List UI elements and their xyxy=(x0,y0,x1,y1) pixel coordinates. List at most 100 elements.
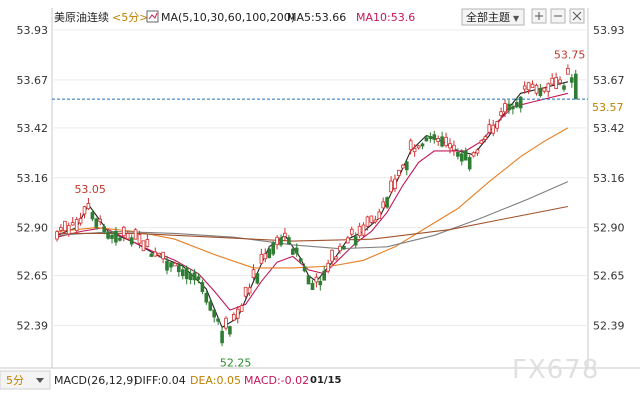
y-tick-label-right: 52.65 xyxy=(593,270,625,283)
candle-body xyxy=(550,77,554,85)
candle-body xyxy=(491,124,495,134)
candle-body xyxy=(239,305,244,312)
candle-body xyxy=(290,248,295,255)
period-select-label: 5分 xyxy=(6,374,24,387)
candle-body xyxy=(263,253,268,260)
period-select[interactable]: 5分 xyxy=(0,370,51,390)
candle-body xyxy=(122,226,126,237)
candle-body xyxy=(106,231,110,239)
candle-body xyxy=(534,84,539,94)
y-tick-label-left: 52.65 xyxy=(17,270,49,283)
zoom-out-button[interactable] xyxy=(550,8,566,24)
candle-body xyxy=(192,272,197,281)
candle-body xyxy=(259,253,264,264)
y-tick-label-left: 52.90 xyxy=(17,222,49,235)
candle-body xyxy=(55,231,59,240)
chart-header: 美原油连续 <5分> MA(5,10,30,60,100,200) MA5:53… xyxy=(54,10,415,24)
candle-body xyxy=(78,218,83,224)
candle-body xyxy=(495,121,499,129)
candle-body xyxy=(63,220,67,232)
candle-body xyxy=(169,262,173,268)
candle-body xyxy=(479,139,484,144)
candle-body xyxy=(157,252,162,256)
candle-body xyxy=(546,83,551,92)
candle-body xyxy=(570,77,574,83)
candle-body xyxy=(94,218,99,228)
candle-body xyxy=(526,82,531,91)
candle-body xyxy=(200,282,205,293)
candle-body xyxy=(349,228,354,235)
candle-body xyxy=(361,224,366,236)
candle-body xyxy=(267,248,271,259)
candle-body xyxy=(554,77,558,90)
candle-body xyxy=(416,145,421,149)
candle-body xyxy=(345,237,350,244)
candle-body xyxy=(118,237,122,241)
candle-body xyxy=(302,266,307,272)
candle-body xyxy=(129,237,134,245)
candle-body xyxy=(141,240,146,252)
candle-body xyxy=(467,157,472,170)
candle-body xyxy=(574,73,578,100)
y-tick-label-right: 53.67 xyxy=(593,74,625,87)
zoom-in-button[interactable] xyxy=(531,8,547,24)
candle-body xyxy=(161,251,165,260)
candle-body xyxy=(511,106,515,110)
candle-body xyxy=(235,308,240,319)
candle-body xyxy=(271,242,275,255)
candle-body xyxy=(330,249,334,262)
candle-body xyxy=(428,135,433,139)
candle-body xyxy=(145,239,150,247)
ma-indicator-icon[interactable] xyxy=(146,10,159,23)
ma-line-ma5 xyxy=(56,81,569,329)
candle-body xyxy=(110,234,114,239)
candle-body xyxy=(224,317,228,329)
candle-body xyxy=(220,330,224,344)
candle-body xyxy=(377,211,382,219)
candle-body xyxy=(102,226,107,233)
candle-body xyxy=(499,111,503,116)
candle-body xyxy=(436,137,440,142)
candle-body xyxy=(338,245,342,252)
overlays: 53.57 53.05 52.25 53.75 xyxy=(52,49,624,369)
candle-body xyxy=(86,202,91,210)
candle-body xyxy=(173,262,177,267)
candle-body xyxy=(326,262,330,272)
candle-body xyxy=(424,137,429,142)
candle-body xyxy=(228,326,232,335)
macd-dea: DEA:0.05 xyxy=(190,374,241,387)
candle-body xyxy=(196,276,201,280)
candle-body xyxy=(59,227,63,231)
candle-body xyxy=(298,258,303,262)
candle-body xyxy=(318,280,323,286)
y-tick-label-left: 53.67 xyxy=(17,74,49,87)
macd-diff: DIFF:0.04 xyxy=(134,374,186,387)
candle-body xyxy=(342,245,346,250)
candle-body xyxy=(231,313,236,321)
y-tick-label-left: 52.39 xyxy=(17,320,49,333)
theme-menu-label: 全部主题 xyxy=(466,10,510,24)
candle-body xyxy=(448,143,452,149)
date-label: 01/15 xyxy=(310,375,342,386)
candle-body xyxy=(353,236,358,246)
candle-body xyxy=(503,103,507,113)
theme-menu-button[interactable]: 全部主题 ▼ xyxy=(461,8,525,26)
candle-body xyxy=(385,197,389,208)
candle-body xyxy=(137,234,142,244)
candle-body xyxy=(251,269,256,279)
candle-body xyxy=(518,96,523,109)
candle-body xyxy=(369,215,374,223)
candle-body xyxy=(125,233,130,240)
candle-body xyxy=(306,275,311,285)
candle-body xyxy=(247,287,252,294)
price-annotation: 53.75 xyxy=(554,49,586,62)
candle-body xyxy=(188,273,193,281)
candle-body xyxy=(400,164,405,169)
close-button[interactable] xyxy=(569,8,585,24)
ma-line-ma30 xyxy=(56,127,569,269)
macd-params: MACD(26,12,9) xyxy=(54,374,138,387)
y-tick-label-right: 53.42 xyxy=(593,122,625,135)
candle-body xyxy=(208,301,213,311)
candle-body xyxy=(542,87,547,92)
